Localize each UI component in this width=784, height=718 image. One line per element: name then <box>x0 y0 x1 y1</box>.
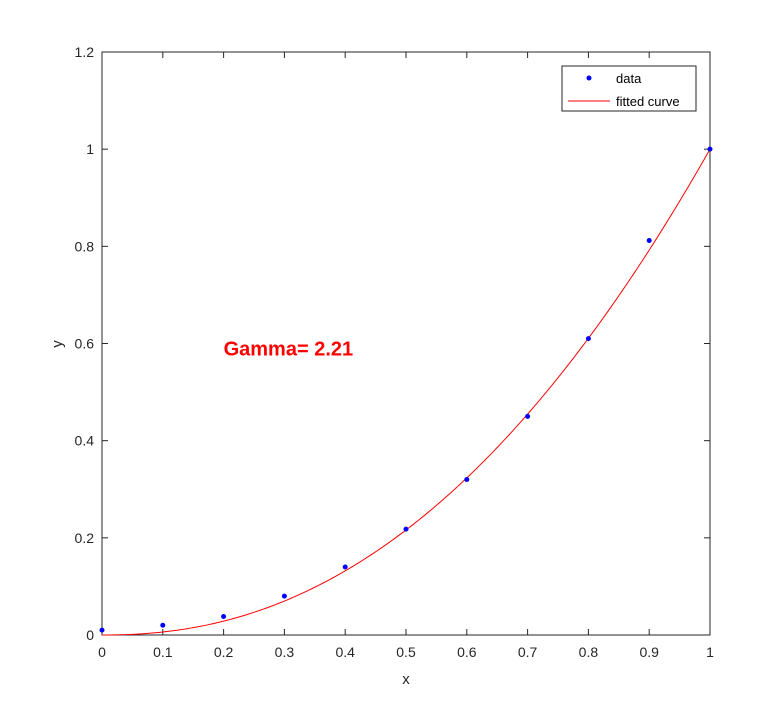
legend-fitted-label: fitted curve <box>616 94 680 109</box>
y-tick-label: 0.8 <box>75 238 95 254</box>
x-axis-label: x <box>402 671 410 688</box>
x-tick-label: 0.8 <box>579 644 599 660</box>
data-point <box>160 622 166 628</box>
data-point <box>99 627 105 633</box>
y-axis-label: y <box>49 340 66 348</box>
legend-data-marker <box>586 75 592 81</box>
data-point <box>281 593 287 599</box>
x-tick-label: 0.9 <box>639 644 659 660</box>
plot-area <box>101 51 711 636</box>
series-layer <box>99 146 713 636</box>
data-point <box>403 526 409 532</box>
x-tick-label: 0.7 <box>518 644 538 660</box>
data-point <box>585 336 591 342</box>
legend: data fitted curve <box>561 65 697 112</box>
x-tick-label: 0.1 <box>153 644 173 660</box>
legend-box <box>561 65 697 112</box>
data-point <box>221 614 227 620</box>
data-point <box>646 238 652 244</box>
x-tick-label: 1 <box>706 644 714 660</box>
gamma-annotation: Gamma= 2.21 <box>224 338 354 360</box>
y-tick-label: 0 <box>86 627 94 643</box>
legend-data-label: data <box>616 71 642 86</box>
x-tick-label: 0 <box>98 644 106 660</box>
y-tick-label: 1 <box>86 141 94 157</box>
y-axis-ticks: 0 0.2 0.4 0.6 0.8 1 1.2 <box>75 44 710 643</box>
x-tick-label: 0.2 <box>214 644 234 660</box>
data-point <box>464 477 470 483</box>
y-tick-label: 0.4 <box>75 433 95 449</box>
x-tick-label: 0.6 <box>457 644 477 660</box>
x-axis-ticks: 0 0.1 0.2 0.3 0.4 0.5 0.6 0.7 0.8 0.9 1 <box>98 52 714 660</box>
data-point <box>342 564 348 570</box>
y-tick-label: 1.2 <box>75 44 95 60</box>
data-point <box>707 146 713 152</box>
x-tick-label: 0.5 <box>396 644 416 660</box>
x-tick-label: 0.3 <box>275 644 295 660</box>
data-point <box>525 413 531 419</box>
x-tick-label: 0.4 <box>335 644 355 660</box>
y-tick-label: 0.6 <box>75 336 95 352</box>
y-tick-label: 0.2 <box>75 530 95 546</box>
